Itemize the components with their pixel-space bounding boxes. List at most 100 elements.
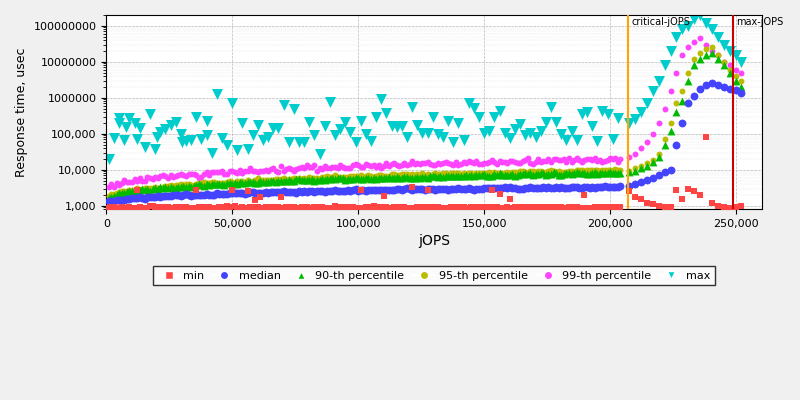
90-th percentile [259, 179, 272, 185]
95-th percentile [550, 168, 562, 175]
max [359, 131, 372, 137]
min [143, 203, 156, 210]
90-th percentile [134, 187, 146, 193]
95-th percentile [475, 170, 488, 176]
90-th percentile [658, 141, 671, 148]
95-th percentile [350, 173, 362, 180]
min [598, 204, 611, 211]
90-th percentile [102, 195, 115, 201]
min [537, 204, 550, 211]
median [700, 82, 713, 88]
99-th percentile [598, 158, 611, 165]
max [694, 12, 706, 18]
99-th percentile [614, 156, 627, 162]
X-axis label: jOPS: jOPS [418, 234, 450, 248]
max [251, 122, 264, 128]
90-th percentile [128, 188, 141, 194]
min [293, 205, 306, 212]
95-th percentile [382, 172, 395, 179]
median [646, 174, 659, 181]
99-th percentile [293, 165, 306, 171]
min [318, 204, 331, 211]
90-th percentile [272, 178, 285, 184]
max [658, 62, 671, 68]
median [422, 186, 434, 192]
99-th percentile [550, 156, 562, 163]
99-th percentile [120, 179, 133, 186]
min [550, 204, 562, 210]
95-th percentile [424, 172, 437, 179]
90-th percentile [606, 170, 619, 176]
99-th percentile [718, 59, 730, 65]
min [179, 204, 192, 211]
median [629, 181, 642, 187]
99-th percentile [274, 163, 287, 170]
min [560, 204, 573, 211]
min [123, 204, 136, 210]
median [434, 186, 447, 192]
99-th percentile [172, 172, 185, 178]
95-th percentile [234, 180, 246, 186]
95-th percentile [314, 175, 326, 182]
99-th percentile [128, 176, 141, 182]
95-th percentile [274, 176, 287, 182]
90-th percentile [380, 174, 393, 181]
95-th percentile [177, 182, 190, 188]
99-th percentile [367, 162, 380, 168]
90-th percentile [442, 172, 454, 179]
99-th percentile [134, 175, 146, 182]
95-th percentile [179, 181, 192, 187]
max [318, 123, 331, 130]
99-th percentile [503, 158, 516, 164]
max [545, 104, 558, 110]
max [242, 146, 254, 152]
median [274, 189, 287, 195]
90-th percentile [401, 174, 414, 180]
95-th percentile [418, 172, 431, 178]
min [490, 204, 503, 210]
95-th percentile [290, 176, 303, 182]
median [458, 186, 470, 192]
median [375, 187, 388, 193]
90-th percentile [270, 179, 282, 186]
median [403, 186, 416, 192]
min [344, 204, 357, 211]
95-th percentile [458, 170, 470, 176]
90-th percentile [174, 184, 187, 190]
99-th percentile [729, 66, 742, 73]
99-th percentile [429, 162, 442, 168]
99-th percentile [418, 160, 431, 166]
min [682, 185, 694, 192]
min [431, 204, 444, 210]
median [483, 185, 496, 192]
min [154, 204, 166, 210]
min [370, 204, 382, 210]
99-th percentile [465, 158, 478, 165]
max [591, 138, 604, 145]
95-th percentile [262, 177, 274, 183]
max [555, 131, 568, 137]
90-th percentile [120, 189, 133, 196]
min [259, 204, 272, 210]
median [257, 190, 270, 196]
min [442, 204, 454, 211]
90-th percentile [210, 181, 223, 187]
min [676, 196, 689, 202]
90-th percentile [562, 170, 575, 176]
max [386, 123, 398, 129]
95-th percentile [658, 136, 671, 142]
99-th percentile [210, 169, 223, 175]
min [249, 197, 262, 203]
median [372, 187, 385, 193]
median [498, 184, 511, 191]
90-th percentile [298, 176, 310, 183]
90-th percentile [437, 174, 450, 180]
99-th percentile [359, 161, 372, 168]
median [128, 195, 141, 201]
95-th percentile [408, 172, 421, 178]
99-th percentile [372, 162, 385, 168]
max [231, 147, 244, 153]
max [735, 59, 748, 65]
90-th percentile [318, 176, 331, 183]
median [652, 172, 665, 178]
